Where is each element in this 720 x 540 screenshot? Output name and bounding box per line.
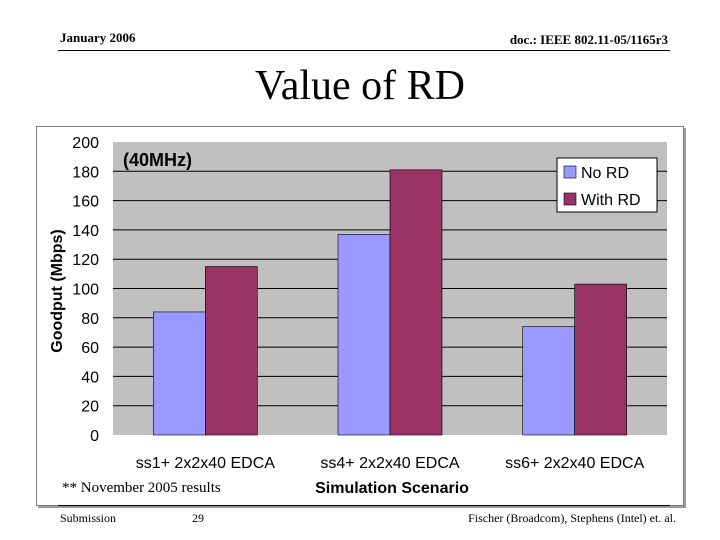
bar-with-rd-2 <box>389 169 443 436</box>
footer-rule <box>58 505 670 506</box>
bar-with-rd-3 <box>574 283 627 436</box>
x-tick-label-3: ss6+ 2x2x40 EDCA <box>505 455 645 472</box>
bar-with-rd-1 <box>205 266 258 436</box>
x-tick-label-1: ss1+ 2x2x40 EDCA <box>136 455 276 472</box>
y-tick-label-20: 20 <box>81 399 99 416</box>
y-tick-label-60: 60 <box>81 340 99 357</box>
y-tick-label-120: 120 <box>72 252 99 269</box>
slide-title: Value of RD <box>255 63 465 109</box>
y-tick-labels: 0 20 40 60 80 100 120 140 160 180 200 <box>72 135 99 445</box>
x-tick-label-2: ss4+ 2x2x40 EDCA <box>320 455 460 472</box>
y-tick-label-80: 80 <box>81 311 99 328</box>
legend-label-with-rd: With RD <box>581 192 641 209</box>
footer-authors: Fischer (Broadcom), Stephens (Intel) et.… <box>468 511 676 525</box>
y-tick-label-160: 160 <box>72 194 99 211</box>
bandwidth-annotation: (40MHz) <box>123 150 192 170</box>
legend-label-no-rd: No RD <box>581 165 629 182</box>
x-axis-label: Simulation Scenario <box>315 480 469 497</box>
y-tick-label-40: 40 <box>81 369 99 386</box>
x-tick-labels: ss1+ 2x2x40 EDCA ss4+ 2x2x40 EDCA ss6+ 2x2… <box>136 455 645 472</box>
bar-no-rd-1 <box>153 311 206 436</box>
bar-no-rd-3 <box>522 326 575 436</box>
y-axis-label: Goodput (Mbps) <box>49 229 66 353</box>
legend-swatch-with-rd <box>563 192 577 206</box>
footer-page-number: 29 <box>192 511 204 525</box>
y-tick-label-100: 100 <box>72 282 99 299</box>
header-doc-id: doc.: IEEE 802.11-05/1165r3 <box>509 32 668 47</box>
legend-swatch-no-rd <box>563 165 577 179</box>
legend: No RD With RD <box>556 157 658 213</box>
header-date: January 2006 <box>60 30 136 45</box>
y-tick-label-0: 0 <box>90 428 99 445</box>
results-note: ** November 2005 results <box>62 480 221 496</box>
bars <box>153 169 627 436</box>
y-tick-label-180: 180 <box>72 164 99 181</box>
y-tick-label-140: 140 <box>72 223 99 240</box>
footer-submission: Submission <box>60 511 117 525</box>
header-rule <box>58 50 670 51</box>
bar-no-rd-2 <box>337 233 391 436</box>
y-tick-label-200: 200 <box>72 135 99 152</box>
